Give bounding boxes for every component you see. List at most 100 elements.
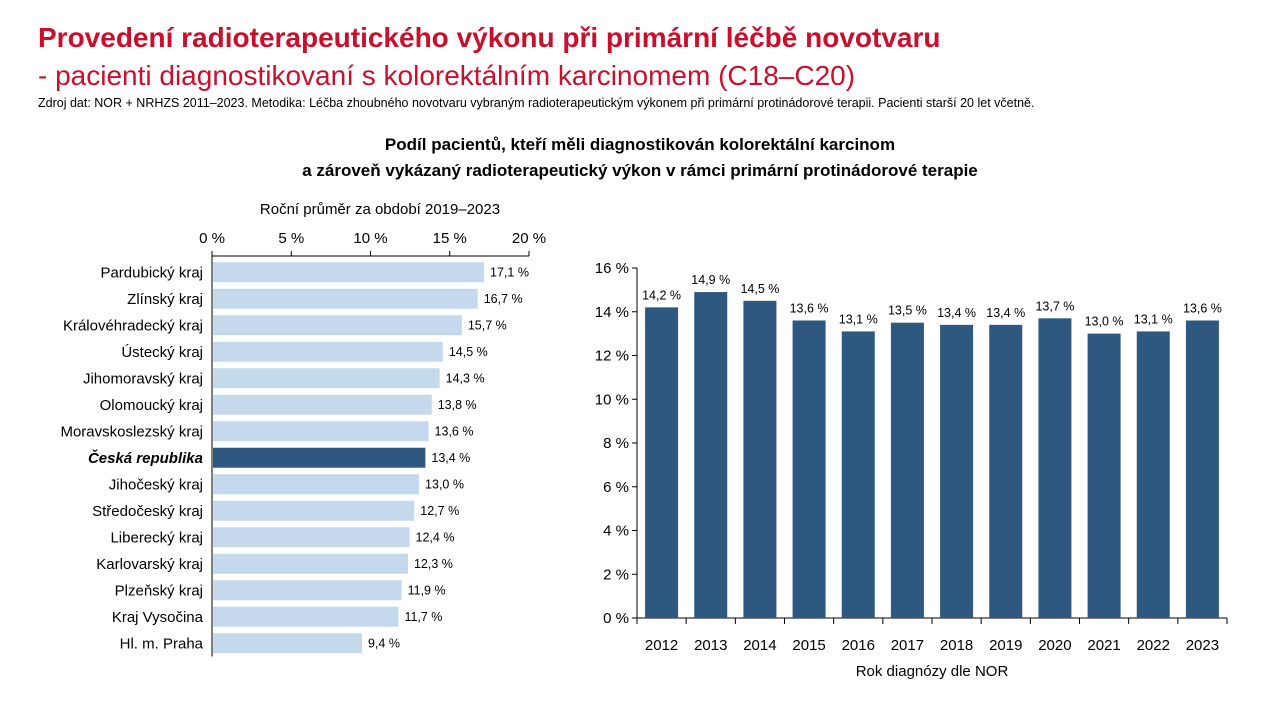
y-tick-label: 6 % [603,479,629,496]
x-tick-label: 2019 [989,637,1022,654]
category-label: Česká republika [88,449,203,467]
data-label: 13,0 % [1085,315,1124,329]
category-label: Kraj Vysočina [112,609,204,626]
y-tick-label: 12 % [595,348,629,365]
data-label: 12,3 % [414,557,453,571]
category-label: Jihomoravský kraj [83,370,203,387]
y-tick-label: 16 % [595,260,629,277]
category-label: Liberecký kraj [110,529,203,546]
chart-title: Roční průměr za období 2019–2023 [260,201,500,218]
bar [213,633,362,654]
bar [694,292,728,618]
x-tick-label: 2014 [743,637,776,654]
y-tick-label: 2 % [603,566,629,583]
x-tick-label: 15 % [433,230,467,247]
bar [213,447,426,468]
category-label: Olomoucký kraj [100,397,203,414]
x-tick-label: 20 % [512,230,546,247]
x-tick-label: 0 % [199,230,225,247]
x-tick-label: 2015 [792,637,825,654]
x-tick-label: 2018 [940,637,973,654]
x-tick-label: 5 % [278,230,304,247]
data-label: 14,5 % [449,345,488,359]
source-note: Zdroj dat: NOR + NRHZS 2011–2023. Metodi… [38,96,1035,110]
data-label: 17,1 % [490,265,529,279]
bar [213,606,399,627]
data-label: 13,1 % [839,312,878,326]
y-tick-label: 10 % [595,391,629,408]
x-tick-label: 10 % [353,230,387,247]
x-axis-title: Rok diagnózy dle NOR [856,663,1009,680]
bar [989,324,1023,618]
bar [1038,318,1072,618]
yearly-bar-chart: 0 % 2 % 4 % 6 % 8 % 10 % 12 % 14 % 16 % 14,2 % 201… [595,260,1228,680]
bar [213,288,478,309]
bar [792,320,826,618]
category-label: Ústecký kraj [121,344,203,361]
data-label: 12,7 % [420,504,459,518]
data-label: 13,8 % [438,398,477,412]
category-label: Karlovarský kraj [96,556,203,573]
bar [213,474,420,495]
category-label: Moravskoslezský kraj [60,423,203,440]
data-label: 13,0 % [425,477,464,491]
bar [213,421,429,442]
data-label: 9,4 % [368,636,400,650]
data-label: 14,5 % [740,282,779,296]
bar [1185,320,1219,618]
data-label: 14,9 % [691,273,730,287]
category-label: Plzeňský kraj [115,582,203,599]
category-label: Královéhradecký kraj [63,317,203,334]
regional-bar-chart: Roční průměr za období 2019–2023 0 % 5 % 10… [60,201,546,657]
y-tick-label: 8 % [603,435,629,452]
bar [1087,333,1121,618]
bar [890,322,924,618]
x-tick-label: 2016 [842,637,875,654]
data-label: 13,4 % [986,306,1025,320]
data-label: 13,6 % [435,424,474,438]
category-label: Pardubický kraj [100,264,203,281]
bar [213,527,410,548]
bar [213,553,408,574]
category-label: Středočeský kraj [92,503,203,520]
data-label: 13,1 % [1134,312,1173,326]
data-label: 11,7 % [404,610,442,624]
data-label: 14,3 % [446,371,485,385]
data-label: 16,7 % [484,292,523,306]
bar [743,300,777,618]
bar [213,341,443,362]
y-tick-label: 4 % [603,523,629,540]
bar [213,500,415,521]
bar [1136,331,1170,618]
page-title-subline: - pacienti diagnostikovaní s kolorektáln… [38,60,856,91]
data-label: 13,7 % [1035,299,1074,313]
category-label: Zlínský kraj [127,291,203,308]
bar [213,262,485,283]
x-tick-label: 2021 [1087,637,1120,654]
bar [841,331,875,618]
x-tick-label: 2023 [1186,637,1219,654]
data-label: 13,4 % [937,306,976,320]
bar [213,315,462,336]
bar [645,307,679,618]
data-label: 14,2 % [642,288,681,302]
chart-subtitle-line1: Podíl pacientů, kteří měli diagnostiková… [384,135,896,154]
data-label: 12,4 % [416,530,455,544]
data-label: 13,6 % [1183,302,1222,316]
category-label: Jihočeský kraj [109,476,203,493]
y-tick-label: 14 % [595,304,629,321]
chart-subtitle-line2: a zároveň vykázaný radioterapeutický výk… [302,161,978,180]
x-tick-label: 2022 [1137,637,1170,654]
y-tick-label: 0 % [603,610,629,627]
data-label: 13,6 % [790,302,829,316]
x-tick-label: 2013 [694,637,727,654]
x-tick-label: 2017 [891,637,924,654]
data-label: 15,7 % [468,318,507,332]
data-label: 11,9 % [408,583,446,597]
data-label: 13,4 % [431,451,470,465]
bar [213,368,440,389]
page-title: Provedení radioterapeutického výkonu při… [38,22,941,53]
x-tick-label: 2020 [1038,637,1071,654]
bar [213,394,432,415]
bar [213,580,402,601]
